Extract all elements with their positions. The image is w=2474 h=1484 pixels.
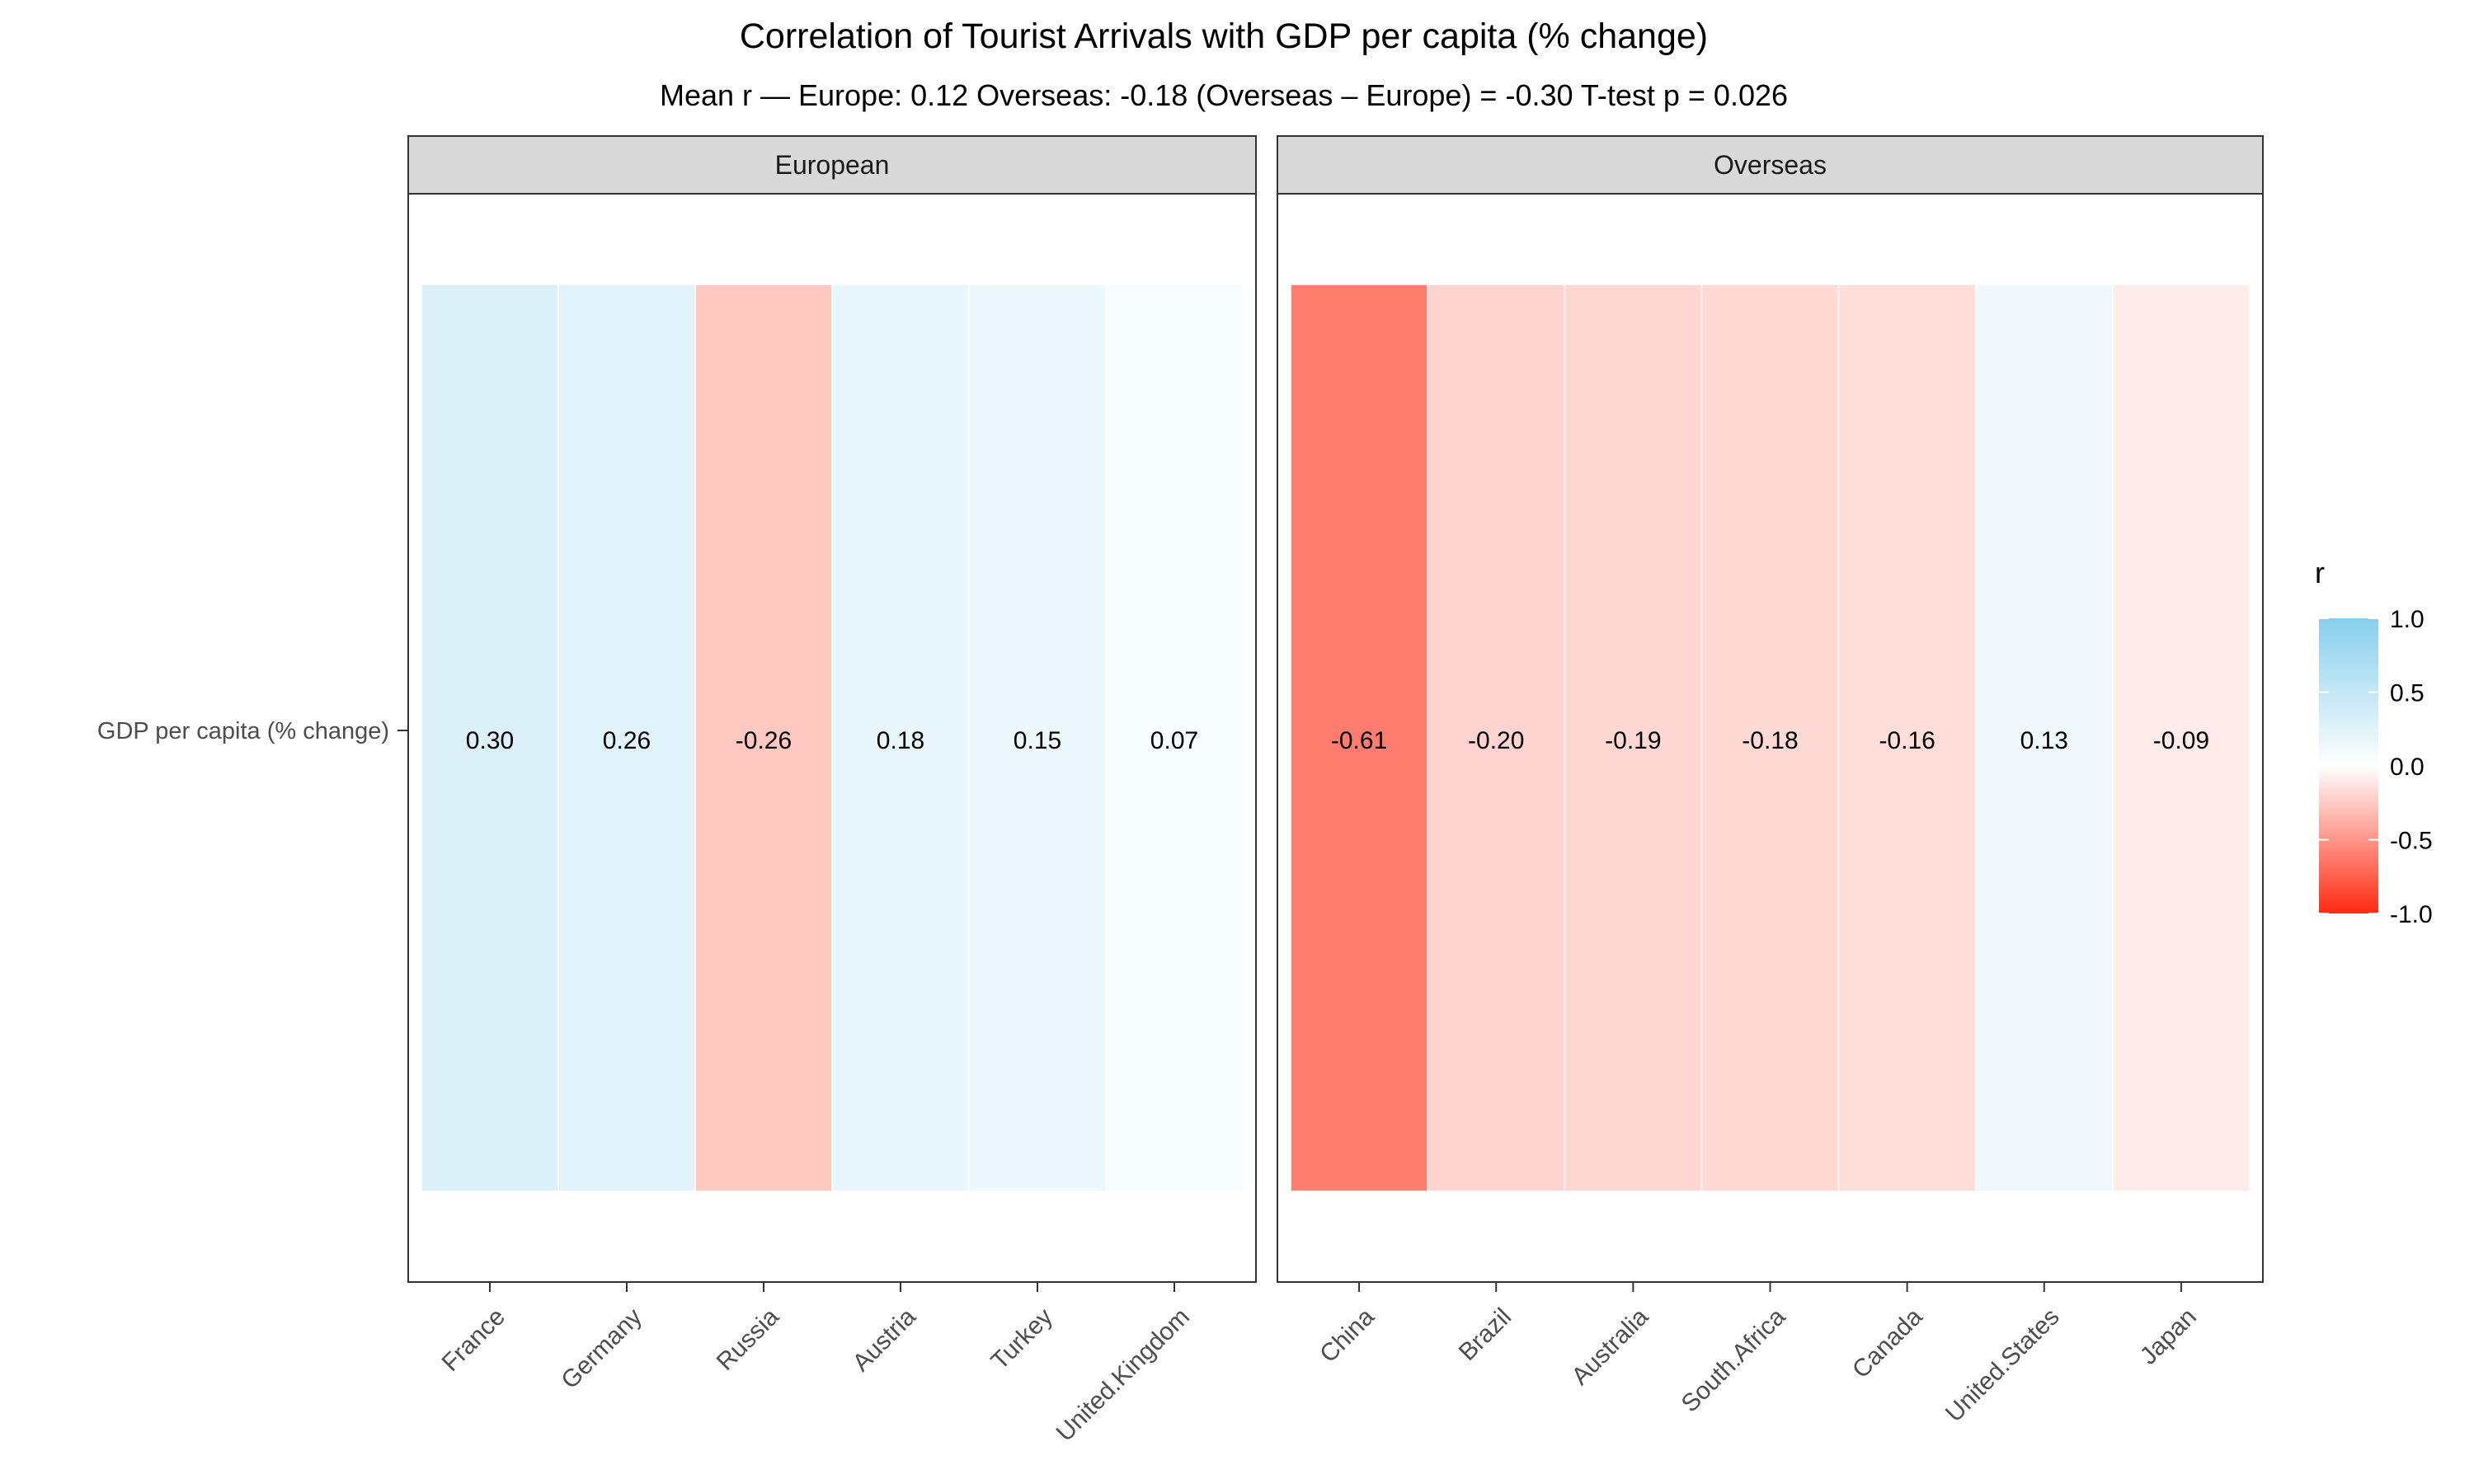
- color-legend: r 1.0 0.5 0.0 -0.5 -1.0: [2315, 556, 2433, 928]
- facet-panels: European0.30France0.26Germany-0.26Russia…: [407, 135, 2264, 1447]
- chart-subtitle: Mean r — Europe: 0.12 Overseas: -0.18 (O…: [660, 78, 1788, 112]
- facet-strip: [1277, 135, 2264, 195]
- tile-value-label: 0.18: [877, 727, 924, 754]
- tile-value-label: -0.09: [2153, 727, 2209, 754]
- heatmap-tile: [831, 284, 970, 1192]
- heatmap-tile: [1290, 284, 1428, 1192]
- tile-value-label: -0.16: [1879, 727, 1935, 754]
- legend-tick-label: 1.0: [2390, 606, 2425, 633]
- tile-value-label: 0.30: [466, 727, 514, 754]
- legend-tick-label: -1.0: [2390, 901, 2433, 928]
- tile-value-label: -0.19: [1605, 727, 1661, 754]
- tile-value-label: -0.20: [1468, 727, 1524, 754]
- tile-value-label: -0.61: [1331, 727, 1387, 754]
- legend-tick-label: 0.0: [2390, 754, 2425, 781]
- heatmap-tile: [421, 284, 559, 1192]
- heatmap-tile: [1564, 284, 1703, 1192]
- heatmap-tile: [968, 284, 1107, 1192]
- legend-title: r: [2315, 556, 2325, 589]
- y-axis: GDP per capita (% change): [97, 718, 407, 744]
- tile-value-label: -0.26: [736, 727, 792, 754]
- panel-european: European0.30France0.26Germany-0.26Russia…: [407, 135, 1257, 1447]
- facet-label: European: [775, 150, 890, 180]
- heatmap-tile: [1974, 284, 2114, 1192]
- heatmap-tile: [1105, 284, 1244, 1192]
- heatmap-tile: [1837, 284, 1977, 1192]
- facet-strip: [407, 135, 1257, 195]
- tile-value-label: -0.18: [1742, 727, 1798, 754]
- row-label: GDP per capita (% change): [97, 718, 389, 744]
- heatmap-tile: [694, 284, 833, 1192]
- legend-tick-label: -0.5: [2390, 828, 2433, 855]
- tile-value-label: 0.26: [603, 727, 651, 754]
- legend-tick-label: 0.5: [2390, 680, 2425, 707]
- panel-overseas: Overseas-0.61China-0.20Brazil-0.19Austra…: [1277, 135, 2264, 1427]
- heatmap-tile: [1427, 284, 1566, 1192]
- tile-value-label: 0.07: [1150, 727, 1198, 754]
- facet-label: Overseas: [1714, 150, 1827, 180]
- tile-value-label: 0.13: [2020, 727, 2068, 754]
- tile-value-label: 0.15: [1014, 727, 1061, 754]
- heatmap-tile: [557, 284, 696, 1192]
- heatmap-tile: [1700, 284, 1840, 1192]
- heatmap-tile: [2112, 284, 2251, 1192]
- chart-title: Correlation of Tourist Arrivals with GDP…: [740, 16, 1708, 56]
